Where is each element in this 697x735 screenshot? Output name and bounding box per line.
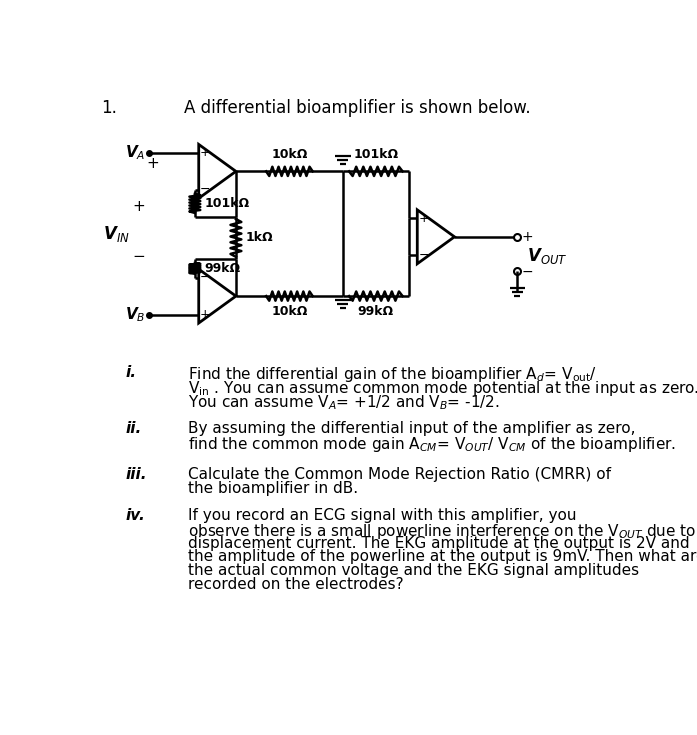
Text: If you record an ECG signal with this amplifier, you: If you record an ECG signal with this am… <box>188 508 576 523</box>
Text: +: + <box>418 212 429 225</box>
Text: 101kΩ: 101kΩ <box>204 197 250 209</box>
Text: −: − <box>522 265 533 279</box>
Text: V$_{OUT}$: V$_{OUT}$ <box>526 246 567 266</box>
Text: Find the differential gain of the bioamplifier A$_d$= V$_{\rm out}$/: Find the differential gain of the bioamp… <box>188 365 597 384</box>
Text: find the common mode gain A$_{CM}$= V$_{OUT}$/ V$_{CM}$ of the bioamplifier.: find the common mode gain A$_{CM}$= V$_{… <box>188 434 676 453</box>
Text: displacement current. The EKG amplitude at the output is 2V and: displacement current. The EKG amplitude … <box>188 536 689 551</box>
Text: 10kΩ: 10kΩ <box>271 148 307 162</box>
Text: +: + <box>132 199 145 215</box>
Text: +: + <box>146 156 160 171</box>
Text: +: + <box>199 308 210 321</box>
Text: V$_B$: V$_B$ <box>125 305 145 324</box>
Text: the amplitude of the powerline at the output is 9mV. Then what are: the amplitude of the powerline at the ou… <box>188 550 697 564</box>
Text: +: + <box>199 146 210 159</box>
Text: −: − <box>199 271 210 284</box>
Text: iii.: iii. <box>126 467 147 482</box>
Text: 99kΩ: 99kΩ <box>358 304 394 318</box>
Text: ii.: ii. <box>126 421 142 436</box>
Text: recorded on the electrodes?: recorded on the electrodes? <box>188 577 404 592</box>
Text: 1.: 1. <box>101 99 117 117</box>
Text: −: − <box>418 248 429 262</box>
Text: V$_{\rm in}$ . You can assume common mode potential at the input as zero.: V$_{\rm in}$ . You can assume common mod… <box>188 379 697 398</box>
Text: i.: i. <box>126 365 137 381</box>
Text: 1kΩ: 1kΩ <box>245 232 273 245</box>
Text: the actual common voltage and the EKG signal amplitudes: the actual common voltage and the EKG si… <box>188 563 639 578</box>
Text: You can assume V$_A$= +1/2 and V$_B$= -1/2.: You can assume V$_A$= +1/2 and V$_B$= -1… <box>188 393 499 412</box>
Text: −: − <box>199 183 210 196</box>
Text: observe there is a small powerline interference on the V$_{OUT}$ due to: observe there is a small powerline inter… <box>188 522 696 541</box>
Text: iv.: iv. <box>126 508 146 523</box>
Text: 101kΩ: 101kΩ <box>353 148 399 162</box>
Text: −: − <box>132 249 145 265</box>
Text: 10kΩ: 10kΩ <box>271 304 307 318</box>
Text: V$_{IN}$: V$_{IN}$ <box>103 223 130 244</box>
Text: 99kΩ: 99kΩ <box>204 262 240 275</box>
Text: the bioamplifier in dB.: the bioamplifier in dB. <box>188 481 358 496</box>
Text: +: + <box>522 230 533 244</box>
Text: Calculate the Common Mode Rejection Ratio (CMRR) of: Calculate the Common Mode Rejection Rati… <box>188 467 611 482</box>
Text: A differential bioamplifier is shown below.: A differential bioamplifier is shown bel… <box>183 99 530 117</box>
Text: V$_A$: V$_A$ <box>125 143 145 162</box>
Text: By assuming the differential input of the amplifier as zero,: By assuming the differential input of th… <box>188 421 636 436</box>
